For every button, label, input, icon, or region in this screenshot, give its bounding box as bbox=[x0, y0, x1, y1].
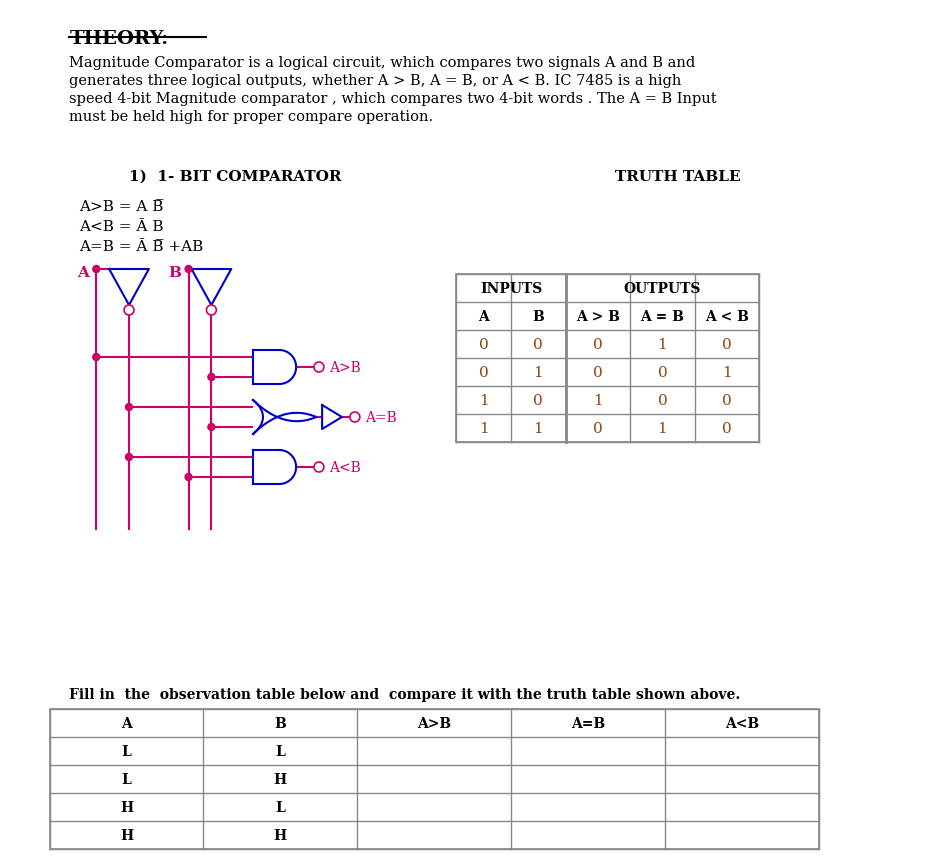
Text: L: L bbox=[121, 772, 132, 786]
Text: A<B: A<B bbox=[329, 461, 361, 474]
Text: A=B = Ā B̅ +AB: A=B = Ā B̅ +AB bbox=[80, 239, 204, 254]
Bar bbox=[50, 709, 819, 849]
Text: 0: 0 bbox=[533, 338, 543, 351]
Text: 0: 0 bbox=[479, 338, 489, 351]
Polygon shape bbox=[109, 269, 149, 306]
Text: A > B: A > B bbox=[576, 310, 620, 324]
Text: B: B bbox=[169, 266, 182, 280]
Text: 1: 1 bbox=[479, 393, 489, 407]
Text: H: H bbox=[273, 772, 286, 786]
Circle shape bbox=[314, 362, 324, 373]
Circle shape bbox=[93, 354, 100, 361]
Text: A: A bbox=[478, 310, 489, 324]
Polygon shape bbox=[253, 400, 316, 435]
Text: A<B = Ā B: A<B = Ā B bbox=[80, 220, 164, 233]
Text: L: L bbox=[275, 800, 286, 814]
Circle shape bbox=[208, 424, 215, 431]
Polygon shape bbox=[253, 350, 296, 385]
Text: 1: 1 bbox=[533, 366, 543, 380]
Text: OUTPUTS: OUTPUTS bbox=[624, 282, 701, 295]
Text: A=B: A=B bbox=[365, 411, 397, 424]
Circle shape bbox=[125, 454, 133, 461]
Text: THEORY:: THEORY: bbox=[70, 30, 169, 48]
Circle shape bbox=[93, 266, 100, 273]
Text: Fill in  the  observation table below and  compare it with the truth table shown: Fill in the observation table below and … bbox=[70, 687, 741, 701]
Polygon shape bbox=[253, 450, 296, 485]
Text: A: A bbox=[78, 266, 89, 280]
Text: 0: 0 bbox=[593, 422, 603, 436]
Text: 1: 1 bbox=[593, 393, 603, 407]
Text: TRUTH TABLE: TRUTH TABLE bbox=[616, 170, 741, 183]
Circle shape bbox=[208, 374, 215, 381]
Text: 0: 0 bbox=[657, 366, 667, 380]
Text: 0: 0 bbox=[722, 422, 731, 436]
Text: H: H bbox=[120, 828, 133, 842]
Text: 0: 0 bbox=[722, 393, 731, 407]
Polygon shape bbox=[192, 269, 231, 306]
Circle shape bbox=[124, 306, 134, 316]
Text: B: B bbox=[274, 716, 286, 730]
Circle shape bbox=[207, 306, 216, 316]
Text: 0: 0 bbox=[593, 366, 603, 380]
Text: 1: 1 bbox=[657, 338, 667, 351]
Text: speed 4-bit Magnitude comparator , which compares two 4-bit words . The A = B In: speed 4-bit Magnitude comparator , which… bbox=[70, 92, 717, 106]
Text: 0: 0 bbox=[593, 338, 603, 351]
Text: 1: 1 bbox=[657, 422, 667, 436]
Text: 1: 1 bbox=[533, 422, 543, 436]
Text: H: H bbox=[120, 800, 133, 814]
Text: Magnitude Comparator is a logical circuit, which compares two signals A and B an: Magnitude Comparator is a logical circui… bbox=[70, 56, 696, 70]
Circle shape bbox=[185, 474, 192, 481]
Text: A < B: A < B bbox=[705, 310, 749, 324]
Text: 0: 0 bbox=[657, 393, 667, 407]
Text: H: H bbox=[273, 828, 286, 842]
Text: A<B: A<B bbox=[725, 716, 759, 730]
Bar bbox=[456, 275, 759, 443]
Text: A>B: A>B bbox=[417, 716, 451, 730]
Text: B: B bbox=[532, 310, 544, 324]
Text: must be held high for proper compare operation.: must be held high for proper compare ope… bbox=[70, 110, 434, 124]
Circle shape bbox=[125, 404, 133, 411]
Text: L: L bbox=[275, 744, 286, 759]
Text: A: A bbox=[121, 716, 132, 730]
Text: L: L bbox=[121, 744, 132, 759]
Text: A>B: A>B bbox=[329, 361, 361, 375]
Text: 1)  1- BIT COMPARATOR: 1) 1- BIT COMPARATOR bbox=[129, 170, 341, 183]
Text: 0: 0 bbox=[533, 393, 543, 407]
Text: 0: 0 bbox=[479, 366, 489, 380]
Circle shape bbox=[314, 462, 324, 473]
Circle shape bbox=[185, 266, 192, 273]
Polygon shape bbox=[322, 406, 342, 430]
Text: 0: 0 bbox=[722, 338, 731, 351]
Text: 1: 1 bbox=[479, 422, 489, 436]
Circle shape bbox=[349, 412, 360, 423]
Text: INPUTS: INPUTS bbox=[480, 282, 542, 295]
Text: A>B = A B̅: A>B = A B̅ bbox=[80, 200, 164, 214]
Text: generates three logical outputs, whether A > B, A = B, or A < B. IC 7485 is a hi: generates three logical outputs, whether… bbox=[70, 74, 682, 88]
Text: A=B: A=B bbox=[571, 716, 605, 730]
Text: A = B: A = B bbox=[641, 310, 684, 324]
Text: 1: 1 bbox=[722, 366, 731, 380]
